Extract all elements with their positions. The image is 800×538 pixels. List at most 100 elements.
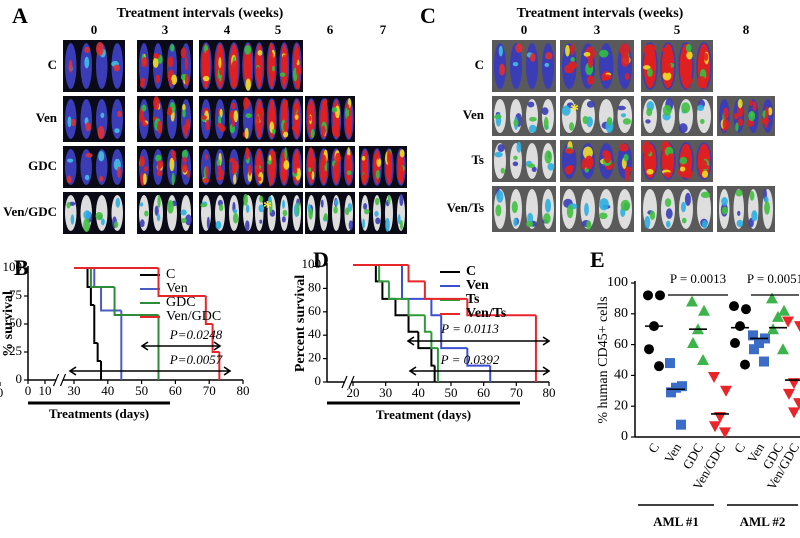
bioluminescence-image: [137, 146, 193, 188]
heat-spot: [544, 150, 552, 164]
heat-spot: [721, 196, 728, 206]
y-tick-label: 20: [308, 350, 321, 365]
heat-spot: [170, 44, 175, 52]
y-tick-label: 25: [9, 343, 22, 358]
survival-step: [407, 298, 425, 317]
row-label: Ven/GDC: [3, 204, 57, 219]
heat-spot: [683, 169, 693, 179]
heat-spot: [293, 57, 298, 64]
heat-spot: [582, 115, 589, 125]
heat-spot: [696, 76, 707, 89]
heat-spot: [386, 150, 391, 162]
y-tick-label: 60: [614, 337, 628, 352]
heat-spot: [97, 125, 105, 140]
heat-spot: [167, 199, 174, 214]
x-tick-label: 0: [25, 383, 32, 398]
heat-spot: [566, 205, 574, 219]
bioluminescence-image: [492, 96, 556, 136]
heat-spot: [565, 44, 570, 57]
bioluminescence-image: [492, 140, 556, 182]
heat-spot: [586, 100, 595, 108]
heat-spot: [259, 62, 263, 71]
heat-spot: [346, 104, 350, 110]
heat-spot: [679, 156, 688, 165]
heat-spot: [218, 56, 222, 69]
heat-spot: [495, 204, 502, 217]
x-tick-label: 30: [379, 385, 392, 400]
x-tick-label: 50: [135, 383, 148, 398]
survival-step: [394, 298, 409, 317]
survival-step: [378, 265, 389, 283]
heat-spot: [660, 47, 670, 52]
x-tick-label: 50: [445, 385, 458, 400]
bioluminescence-image: [492, 40, 556, 92]
heat-spot: [200, 203, 207, 208]
y-tick-label: 100: [607, 275, 628, 290]
heat-spot: [115, 197, 121, 208]
heat-spot: [295, 64, 302, 77]
heat-spot: [184, 56, 189, 71]
bioluminescence-image: [359, 146, 407, 188]
heat-spot: [623, 153, 629, 162]
heat-spot: [269, 42, 273, 54]
data-point: [767, 323, 779, 335]
heat-spot: [388, 166, 393, 177]
heat-spot: [335, 152, 341, 165]
heat-spot: [544, 62, 550, 67]
mouse: [111, 99, 123, 139]
heat-spot: [646, 157, 653, 167]
heat-spot: [182, 103, 186, 112]
heat-spot: [232, 212, 239, 224]
heat-spot: [373, 153, 377, 159]
y-tick-label: 0: [16, 371, 23, 386]
mouse: [65, 149, 77, 185]
survival-step: [93, 304, 98, 345]
column-label: 3: [594, 22, 601, 37]
data-point: [729, 301, 739, 312]
group-label: AML #1: [653, 514, 699, 529]
heat-spot: [737, 117, 743, 127]
heat-spot: [184, 73, 189, 87]
heat-spot: [293, 103, 299, 110]
heat-spot: [308, 167, 312, 173]
survival-step: [387, 281, 409, 300]
data-point: [655, 290, 665, 301]
bioluminescence-image: [63, 146, 125, 188]
heat-spot: [281, 216, 286, 223]
p-value: P=0.0057: [169, 352, 223, 367]
heat-spot: [96, 42, 104, 56]
heat-spot: [283, 121, 289, 132]
heat-spot: [737, 105, 744, 118]
data-point: [793, 398, 800, 410]
x-tick-label: 20: [347, 385, 360, 400]
heat-spot: [114, 128, 120, 134]
heat-spot: [662, 172, 673, 177]
y-tick-label: 80: [614, 306, 628, 321]
heat-spot: [296, 202, 300, 217]
data-point: [766, 292, 778, 304]
bioluminescence-image: [560, 40, 634, 92]
heat-spot: [363, 203, 368, 210]
survival-step: [100, 287, 122, 312]
heat-spot: [258, 107, 264, 119]
double-arrow: [140, 341, 222, 351]
heat-spot: [152, 57, 159, 68]
bioluminescence-image: [641, 140, 713, 182]
heat-spot: [233, 174, 237, 185]
heat-spot: [205, 153, 209, 161]
survival-step: [407, 315, 419, 333]
heat-spot: [244, 45, 252, 55]
heat-spot: [646, 168, 654, 175]
heat-spot: [749, 100, 753, 106]
heat-spot: [512, 161, 519, 167]
data-point: [643, 290, 653, 301]
heat-spot: [95, 211, 103, 221]
p-value: P = 0.0113: [440, 321, 499, 336]
heat-spot: [169, 157, 175, 172]
heat-spot: [529, 52, 536, 62]
heat-spot: [171, 74, 178, 85]
heat-spot: [681, 102, 691, 114]
heat-spot: [202, 177, 210, 184]
x-tick-label: 40: [412, 385, 425, 400]
heat-spot: [143, 173, 147, 185]
